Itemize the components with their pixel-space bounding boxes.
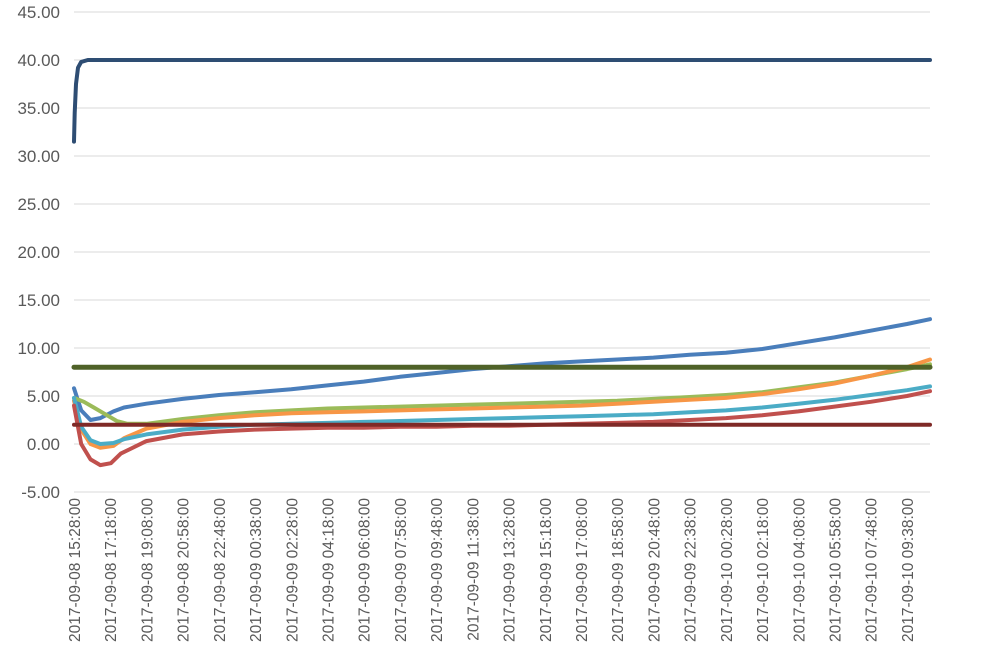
x-tick-label: 2017-09-09 20:48:00 — [646, 498, 663, 642]
series-line-3 — [72, 362, 932, 426]
x-tick-label: 2017-09-10 02:18:00 — [755, 498, 772, 642]
y-tick-label: 40.00 — [17, 51, 60, 70]
x-tick-label: 2017-09-09 22:38:00 — [683, 498, 700, 642]
y-tick-label: 10.00 — [17, 339, 60, 358]
x-tick-label: 2017-09-08 20:58:00 — [176, 498, 193, 642]
x-tick-label: 2017-09-10 07:48:00 — [864, 498, 881, 642]
series-line-5 — [72, 384, 932, 446]
x-tick-label: 2017-09-09 02:28:00 — [284, 498, 301, 642]
y-tick-label: 5.00 — [27, 387, 60, 406]
x-tick-label: 2017-09-08 15:28:00 — [67, 498, 84, 642]
x-tick-label: 2017-09-08 17:18:00 — [103, 498, 120, 642]
x-tick-label: 2017-09-09 18:58:00 — [610, 498, 627, 642]
y-tick-label: 30.00 — [17, 147, 60, 166]
y-axis-tick-labels: -5.00 0.00 5.00 10.00 15.00 20.00 25.00 30.00 35… — [17, 3, 60, 502]
x-tick-label: 2017-09-10 05:58:00 — [828, 498, 845, 642]
y-tick-label: 0.00 — [27, 435, 60, 454]
y-tick-label: 15.00 — [17, 291, 60, 310]
x-tick-label: 2017-09-09 15:18:00 — [538, 498, 555, 642]
series-line-1 — [72, 58, 932, 144]
x-tick-label: 2017-09-09 06:08:00 — [357, 498, 374, 642]
y-tick-label: 25.00 — [17, 195, 60, 214]
series-line-2 — [72, 317, 932, 422]
x-tick-label: 2017-09-09 07:58:00 — [393, 498, 410, 642]
x-tick-label: 2017-09-09 17:08:00 — [574, 498, 591, 642]
x-tick-label: 2017-09-09 11:38:00 — [465, 498, 482, 641]
y-tick-label: 20.00 — [17, 243, 60, 262]
x-tick-label: 2017-09-10 00:28:00 — [719, 498, 736, 642]
x-axis-tick-labels: 2017-09-08 15:28:00 2017-09-08 17:18:00 20… — [67, 498, 917, 642]
x-tick-label: 2017-09-10 04:08:00 — [791, 498, 808, 642]
y-tick-label: 45.00 — [17, 3, 60, 22]
x-tick-label: 2017-09-08 19:08:00 — [139, 498, 156, 642]
x-tick-label: 2017-09-09 13:28:00 — [502, 498, 519, 642]
x-tick-label: 2017-09-10 09:38:00 — [900, 498, 917, 642]
x-tick-label: 2017-09-09 04:18:00 — [321, 498, 338, 642]
x-tick-label: 2017-09-08 22:48:00 — [212, 498, 229, 642]
series-lines — [71, 58, 933, 468]
x-tick-label: 2017-09-09 09:48:00 — [429, 498, 446, 642]
y-tick-label: -5.00 — [21, 483, 60, 502]
x-tick-label: 2017-09-09 00:38:00 — [248, 498, 265, 642]
y-tick-label: 35.00 — [17, 99, 60, 118]
